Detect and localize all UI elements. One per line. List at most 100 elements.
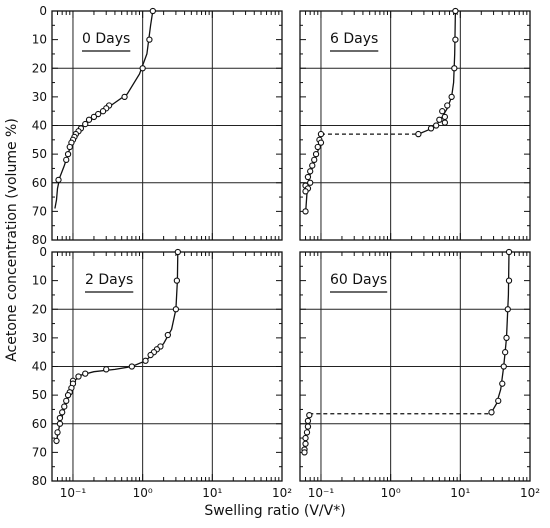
data-point-0-days: [99, 108, 107, 115]
data-point-2-days: [172, 306, 180, 313]
series-curve-6-days: [418, 10, 457, 135]
y-tick-label: 80: [32, 474, 47, 488]
data-point-6-days: [441, 113, 449, 121]
data-point-0-days: [63, 156, 70, 163]
data-point-2-days: [53, 437, 60, 445]
y-tick-label: 40: [32, 360, 47, 374]
y-tick-label: 60: [32, 176, 47, 190]
y-tick-label: 70: [32, 445, 47, 459]
y-tick-label: 60: [32, 417, 47, 431]
data-point-0-days: [55, 176, 62, 184]
data-point-6-days: [302, 188, 309, 195]
data-point-60-days: [502, 349, 509, 356]
data-point-2-days: [173, 277, 181, 284]
data-point-6-days: [444, 102, 451, 109]
y-tick-label: 10: [32, 33, 47, 47]
data-point-2-days: [75, 373, 82, 380]
data-point-0-days: [66, 143, 73, 151]
panel-title-0-days: 0 Days: [82, 31, 130, 47]
y-tick-label: 0: [39, 4, 47, 18]
data-point-6-days: [415, 130, 422, 138]
series-curve-60-days: [490, 251, 510, 413]
data-point-60-days: [503, 334, 510, 342]
data-point-2-days: [56, 414, 64, 422]
data-point-6-days: [317, 130, 325, 138]
data-point-6-days: [439, 108, 446, 115]
data-point-6-days: [314, 143, 321, 151]
x-tick-label: 10⁰: [133, 486, 153, 500]
data-point-60-days: [304, 423, 312, 430]
y-tick-label: 20: [32, 302, 47, 316]
data-point-0-days: [64, 150, 72, 158]
data-point-0-days: [95, 110, 102, 118]
data-point-0-days: [149, 7, 156, 15]
data-point-2-days: [64, 391, 72, 399]
data-point-60-days: [303, 429, 311, 436]
y-tick-label: 0: [39, 245, 47, 259]
data-point-2-days: [142, 357, 149, 364]
data-point-2-days: [164, 331, 172, 339]
data-point-6-days: [436, 116, 443, 123]
x-tick-label: 10¹: [450, 486, 470, 500]
panel-2-days: 0 10 20 30 40 50 60 70 80 10⁻¹ 10⁰ 10¹ 10² 2 Days: [32, 245, 293, 500]
y-tick-label: 20: [32, 61, 47, 75]
data-point-0-days: [82, 120, 89, 128]
y-tick-label: 70: [32, 204, 47, 218]
y-tick-label: 30: [32, 331, 47, 345]
data-point-2-days: [63, 397, 70, 404]
data-point-6-days: [312, 150, 320, 158]
data-point-0-days: [146, 36, 153, 43]
panel-60-days: 10⁻¹ 10⁰ 10¹ 10² 60 Days: [299, 248, 540, 500]
data-point-6-days: [433, 122, 440, 129]
data-point-2-days: [82, 370, 89, 377]
data-point-60-days: [505, 277, 513, 284]
data-point-60-days: [302, 434, 309, 442]
data-point-60-days: [495, 397, 502, 404]
data-point-6-days: [451, 65, 458, 72]
data-point-6-days: [304, 173, 312, 181]
panel-title-6-days: 6 Days: [330, 31, 378, 47]
x-tick-label: 10¹: [202, 486, 222, 500]
data-point-6-days: [307, 179, 314, 186]
data-point-60-days: [304, 417, 312, 425]
data-point-0-days: [85, 116, 93, 123]
panels-layer: 0 10 20 30 40 50 60 70 80 0 Days 6 Days 0 10 20 30 40 50…: [32, 4, 541, 500]
y-tick-label: 80: [32, 233, 47, 247]
data-point-6-days: [448, 93, 455, 101]
x-tick-label: 10²: [272, 486, 292, 500]
data-point-2-days: [147, 351, 154, 359]
data-point-6-days: [441, 119, 449, 126]
y-tick-label: 40: [32, 119, 47, 133]
data-point-0-days: [139, 65, 146, 72]
y-axis-title: Acetone concentration (volume %): [4, 118, 20, 362]
data-point-6-days: [452, 36, 459, 43]
data-point-2-days: [61, 403, 68, 410]
data-point-2-days: [56, 420, 64, 427]
x-tick-label: 10²: [520, 486, 540, 500]
x-tick-label: 10⁻¹: [60, 486, 87, 500]
data-point-0-days: [90, 113, 98, 121]
data-point-6-days: [302, 208, 309, 215]
data-point-60-days: [499, 380, 506, 387]
data-point-6-days: [311, 156, 318, 163]
data-point-2-days: [103, 366, 110, 373]
x-tick-label: 10⁰: [381, 486, 401, 500]
x-tick-label: 10⁻¹: [308, 486, 335, 500]
y-tick-label: 10: [32, 274, 47, 288]
data-point-2-days: [128, 363, 136, 370]
data-point-60-days: [306, 412, 313, 419]
data-point-6-days: [307, 168, 314, 175]
data-point-0-days: [121, 93, 128, 101]
data-point-2-days: [59, 409, 66, 416]
y-tick-label: 30: [32, 90, 47, 104]
x-axis-title: Swelling ratio (V/V*): [204, 503, 345, 519]
data-point-6-days: [317, 139, 325, 146]
data-point-60-days: [505, 248, 513, 256]
data-point-2-days: [54, 429, 61, 436]
y-tick-label: 50: [32, 147, 47, 161]
data-point-2-days: [174, 248, 181, 256]
data-point-6-days: [309, 162, 316, 169]
panel-6-days: 6 Days: [299, 7, 531, 241]
panel-0-days: 0 10 20 30 40 50 60 70 80 0 Days: [32, 4, 283, 247]
